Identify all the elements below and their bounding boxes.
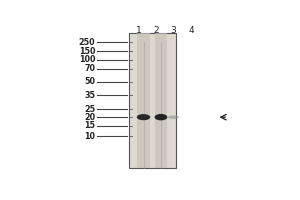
Text: 150: 150: [79, 47, 95, 56]
Text: 4: 4: [188, 26, 194, 35]
Text: 15: 15: [84, 121, 95, 130]
Ellipse shape: [168, 115, 179, 119]
Text: 1: 1: [136, 26, 142, 35]
Text: 35: 35: [84, 91, 95, 100]
Text: 20: 20: [84, 113, 95, 122]
Ellipse shape: [137, 114, 150, 120]
Bar: [129, 33, 176, 168]
Bar: [137, 33, 150, 168]
Text: 70: 70: [84, 64, 95, 73]
Bar: [154, 33, 167, 168]
Text: 100: 100: [79, 55, 95, 64]
Text: 3: 3: [171, 26, 176, 35]
Text: 2: 2: [153, 26, 159, 35]
Text: 10: 10: [84, 132, 95, 141]
Text: 50: 50: [84, 77, 95, 86]
Text: 25: 25: [84, 105, 95, 114]
Ellipse shape: [154, 114, 167, 120]
Text: 250: 250: [79, 38, 95, 47]
